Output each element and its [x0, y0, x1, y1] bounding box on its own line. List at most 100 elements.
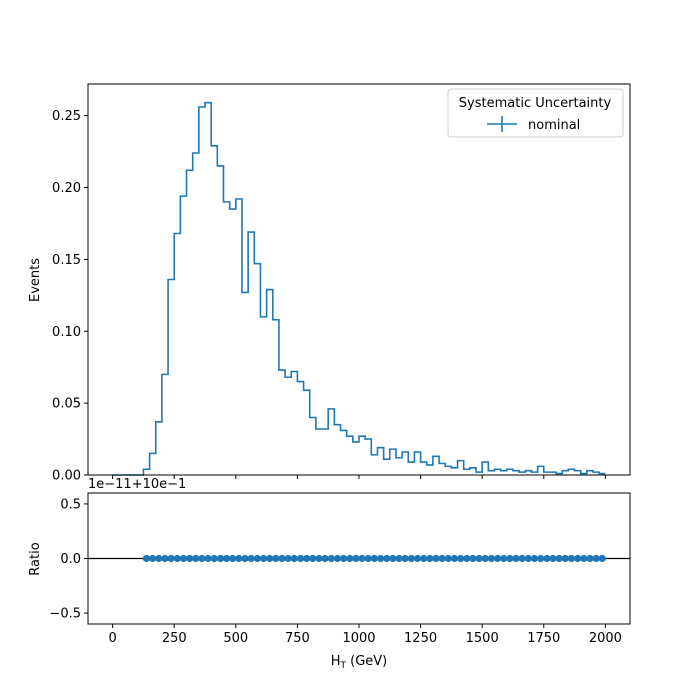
ratio-point — [395, 554, 403, 563]
ratio-point — [586, 554, 594, 563]
main-y-tick-label: 0.15 — [52, 253, 81, 268]
ratio-point — [149, 554, 157, 563]
ratio-point — [266, 554, 274, 563]
ratio-point — [401, 554, 409, 563]
y-axis-label-ratio: Ratio — [28, 542, 43, 575]
ratio-point — [216, 554, 225, 563]
ratio-point — [296, 554, 305, 563]
ratio-point — [247, 554, 255, 563]
legend-box — [447, 88, 624, 138]
x-tick-label: 1500 — [466, 631, 499, 646]
ratio-point — [198, 554, 206, 563]
ratio-point — [407, 554, 415, 563]
ratio-point — [469, 554, 477, 563]
x-axis-label-subscript: T — [340, 661, 347, 671]
ratio-point — [389, 554, 397, 563]
x-tick-label: 250 — [162, 631, 187, 646]
ratio-point — [179, 554, 188, 563]
main-y-tick-label: 0.20 — [52, 181, 81, 196]
ratio-points — [142, 554, 606, 563]
x-tick-label: 2000 — [589, 631, 622, 646]
ratio-point — [543, 554, 551, 563]
x-tick-label: 500 — [223, 631, 248, 646]
x-axis-label-main: H — [331, 654, 341, 669]
ratio-point — [493, 554, 502, 563]
ratio-offset-text: 1e−11+10e−1 — [88, 477, 186, 492]
ratio-x-ticks: 0 250 500 750 1000 1250 1500 1750 2000 — [108, 624, 622, 646]
ratio-point — [555, 554, 563, 563]
ratio-point — [574, 554, 582, 563]
ratio-point — [580, 554, 588, 563]
ratio-point — [420, 554, 428, 563]
main-x-ticks — [112, 475, 606, 479]
ratio-point — [561, 554, 569, 563]
main-y-tick-label: 0.05 — [52, 397, 81, 412]
ratio-point — [457, 554, 465, 563]
main-y-tick-label: 0.00 — [52, 469, 81, 484]
main-axes-frame — [87, 83, 631, 476]
ratio-point — [518, 554, 526, 563]
ratio-point — [432, 554, 440, 563]
ratio-point — [222, 554, 231, 563]
ratio-point — [272, 554, 280, 563]
ratio-point — [376, 554, 385, 563]
legend: Systematic Uncertainty nominal — [447, 88, 624, 138]
legend-entry-nominal: nominal — [528, 118, 580, 133]
ratio-point — [210, 554, 218, 563]
ratio-point — [303, 554, 311, 563]
ratio-point — [463, 554, 471, 563]
ratio-point — [204, 554, 212, 563]
ratio-point — [192, 554, 200, 563]
x-tick-label: 750 — [285, 631, 310, 646]
ratio-point — [284, 554, 292, 563]
main-histogram-panel: 0.00 0.05 0.10 0.15 0.20 0.25 Events Systemat… — [28, 83, 631, 484]
ratio-point — [549, 554, 557, 563]
ratio-point — [500, 554, 508, 563]
ratio-point — [598, 554, 606, 563]
ratio-point — [438, 554, 446, 563]
ratio-point — [229, 554, 237, 563]
ratio-panel: −0.5 0.0 0.5 0 250 500 750 1000 1250 1500 1750 200… — [28, 477, 631, 671]
ratio-y-ticks: −0.5 0.0 0.5 — [49, 497, 88, 622]
ratio-point — [340, 554, 348, 563]
ratio-point — [346, 554, 354, 563]
x-tick-label: 1250 — [404, 631, 437, 646]
ratio-point — [142, 554, 151, 563]
ratio-point — [155, 554, 163, 563]
ratio-axes-frame — [87, 492, 631, 625]
ratio-point — [309, 554, 317, 563]
ratio-point — [290, 554, 298, 563]
ratio-point — [173, 554, 181, 563]
ratio-point — [450, 554, 459, 563]
x-tick-label: 1000 — [342, 631, 375, 646]
ratio-point — [241, 554, 249, 563]
ratio-point — [259, 554, 268, 563]
ratio-point — [567, 554, 576, 563]
ratio-point — [370, 554, 378, 563]
ratio-point — [278, 554, 286, 563]
ratio-y-tick-label: 0.0 — [60, 552, 81, 567]
ratio-point — [186, 554, 194, 563]
ratio-point — [530, 554, 539, 563]
x-tick-label: 0 — [108, 631, 116, 646]
ratio-point — [444, 554, 452, 563]
ratio-point — [537, 554, 545, 563]
ratio-point — [327, 554, 335, 563]
ratio-point — [524, 554, 532, 563]
ratio-point — [235, 554, 243, 563]
ratio-point — [512, 554, 520, 563]
ratio-point — [383, 554, 391, 563]
main-y-tick-label: 0.10 — [52, 325, 81, 340]
ratio-point — [364, 554, 372, 563]
x-axis-label-unit: (GeV) — [346, 654, 387, 669]
x-tick-label: 1750 — [527, 631, 560, 646]
ratio-point — [167, 554, 175, 563]
ratio-y-tick-label: −0.5 — [49, 607, 81, 622]
ratio-point — [506, 554, 514, 563]
ratio-point — [352, 554, 360, 563]
ratio-point — [333, 554, 342, 563]
histogram-nominal-line — [112, 101, 606, 476]
main-y-tick-label: 0.25 — [52, 109, 81, 124]
ratio-point — [253, 554, 261, 563]
